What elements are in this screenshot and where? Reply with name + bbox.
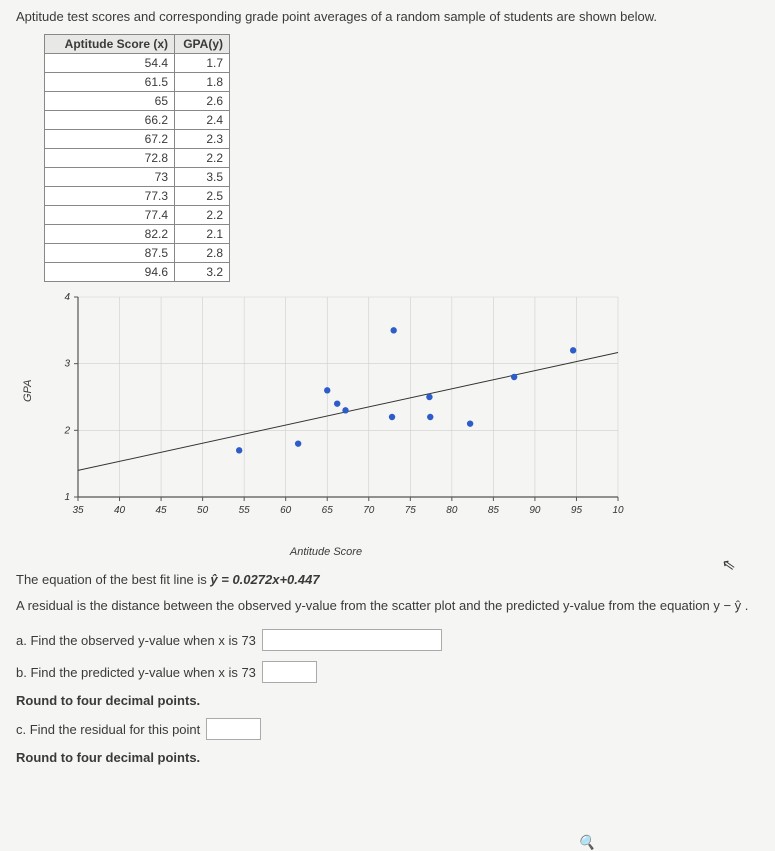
cell-y: 2.2	[175, 149, 230, 168]
residual-definition: A residual is the distance between the o…	[16, 597, 759, 615]
table-row: 652.6	[45, 92, 230, 111]
answer-c-input[interactable]	[206, 718, 261, 740]
magnify-icon[interactable]: 🔍	[578, 834, 595, 851]
svg-text:90: 90	[529, 505, 541, 516]
cell-y: 2.3	[175, 130, 230, 149]
answer-b-input[interactable]	[262, 661, 317, 683]
cell-y: 3.5	[175, 168, 230, 187]
col-header-y: GPA(y)	[175, 35, 230, 54]
cell-y: 2.1	[175, 225, 230, 244]
svg-text:55: 55	[239, 505, 251, 516]
svg-text:80: 80	[446, 505, 458, 516]
table-row: 94.63.2	[45, 263, 230, 282]
cell-y: 1.7	[175, 54, 230, 73]
svg-text:4: 4	[64, 292, 70, 303]
table-row: 72.82.2	[45, 149, 230, 168]
cell-x: 66.2	[45, 111, 175, 130]
svg-text:50: 50	[197, 505, 209, 516]
round-note-b: Round to four decimal points.	[16, 693, 759, 708]
svg-text:70: 70	[363, 505, 375, 516]
cell-y: 1.8	[175, 73, 230, 92]
table-row: 77.32.5	[45, 187, 230, 206]
cell-y: 2.8	[175, 244, 230, 263]
cell-x: 61.5	[45, 73, 175, 92]
round-note-c: Round to four decimal points.	[16, 750, 759, 765]
table-row: 67.22.3	[45, 130, 230, 149]
cell-y: 2.4	[175, 111, 230, 130]
svg-text:1: 1	[64, 492, 70, 503]
cell-x: 65	[45, 92, 175, 111]
svg-text:35: 35	[72, 505, 84, 516]
cell-y: 3.2	[175, 263, 230, 282]
table-row: 66.22.4	[45, 111, 230, 130]
scatter-chart: GPA 35 40 45 50 55 60 65 70 75 80 85 90 95 10 1 2 3 4	[16, 292, 759, 542]
cursor-icon: ⇖	[720, 554, 737, 576]
cell-x: 87.5	[45, 244, 175, 263]
intro-text: Aptitude test scores and corresponding g…	[16, 8, 759, 26]
y-axis-label: GPA	[22, 380, 34, 402]
svg-text:40: 40	[114, 505, 126, 516]
cell-x: 77.4	[45, 206, 175, 225]
table-row: 77.42.2	[45, 206, 230, 225]
cell-x: 73	[45, 168, 175, 187]
col-header-x: Aptitude Score (x)	[45, 35, 175, 54]
svg-text:45: 45	[156, 505, 168, 516]
cell-x: 72.8	[45, 149, 175, 168]
svg-text:2: 2	[63, 426, 70, 437]
cell-x: 94.6	[45, 263, 175, 282]
cell-x: 82.2	[45, 225, 175, 244]
svg-text:10: 10	[612, 505, 624, 516]
svg-text:95: 95	[571, 505, 583, 516]
question-c: c. Find the residual for this point	[16, 718, 759, 740]
svg-text:75: 75	[405, 505, 417, 516]
svg-text:3: 3	[64, 359, 70, 370]
svg-text:65: 65	[322, 505, 334, 516]
data-table: Aptitude Score (x) GPA(y) 54.41.761.51.8…	[44, 34, 230, 282]
equation-line: The equation of the best fit line is ŷ =…	[16, 572, 759, 587]
table-row: 82.22.1	[45, 225, 230, 244]
cell-y: 2.6	[175, 92, 230, 111]
answer-a-input[interactable]	[262, 629, 442, 651]
x-axis-label: Antitude Score 🔍	[66, 546, 586, 558]
table-row: 87.52.8	[45, 244, 230, 263]
cell-x: 77.3	[45, 187, 175, 206]
cell-y: 2.5	[175, 187, 230, 206]
table-row: 733.5	[45, 168, 230, 187]
table-row: 61.51.8	[45, 73, 230, 92]
question-a: a. Find the observed y-value when x is 7…	[16, 629, 759, 651]
cell-x: 67.2	[45, 130, 175, 149]
cell-y: 2.2	[175, 206, 230, 225]
table-row: 54.41.7	[45, 54, 230, 73]
cell-x: 54.4	[45, 54, 175, 73]
svg-text:60: 60	[280, 505, 292, 516]
question-b: b. Find the predicted y-value when x is …	[16, 661, 759, 683]
svg-text:85: 85	[488, 505, 500, 516]
